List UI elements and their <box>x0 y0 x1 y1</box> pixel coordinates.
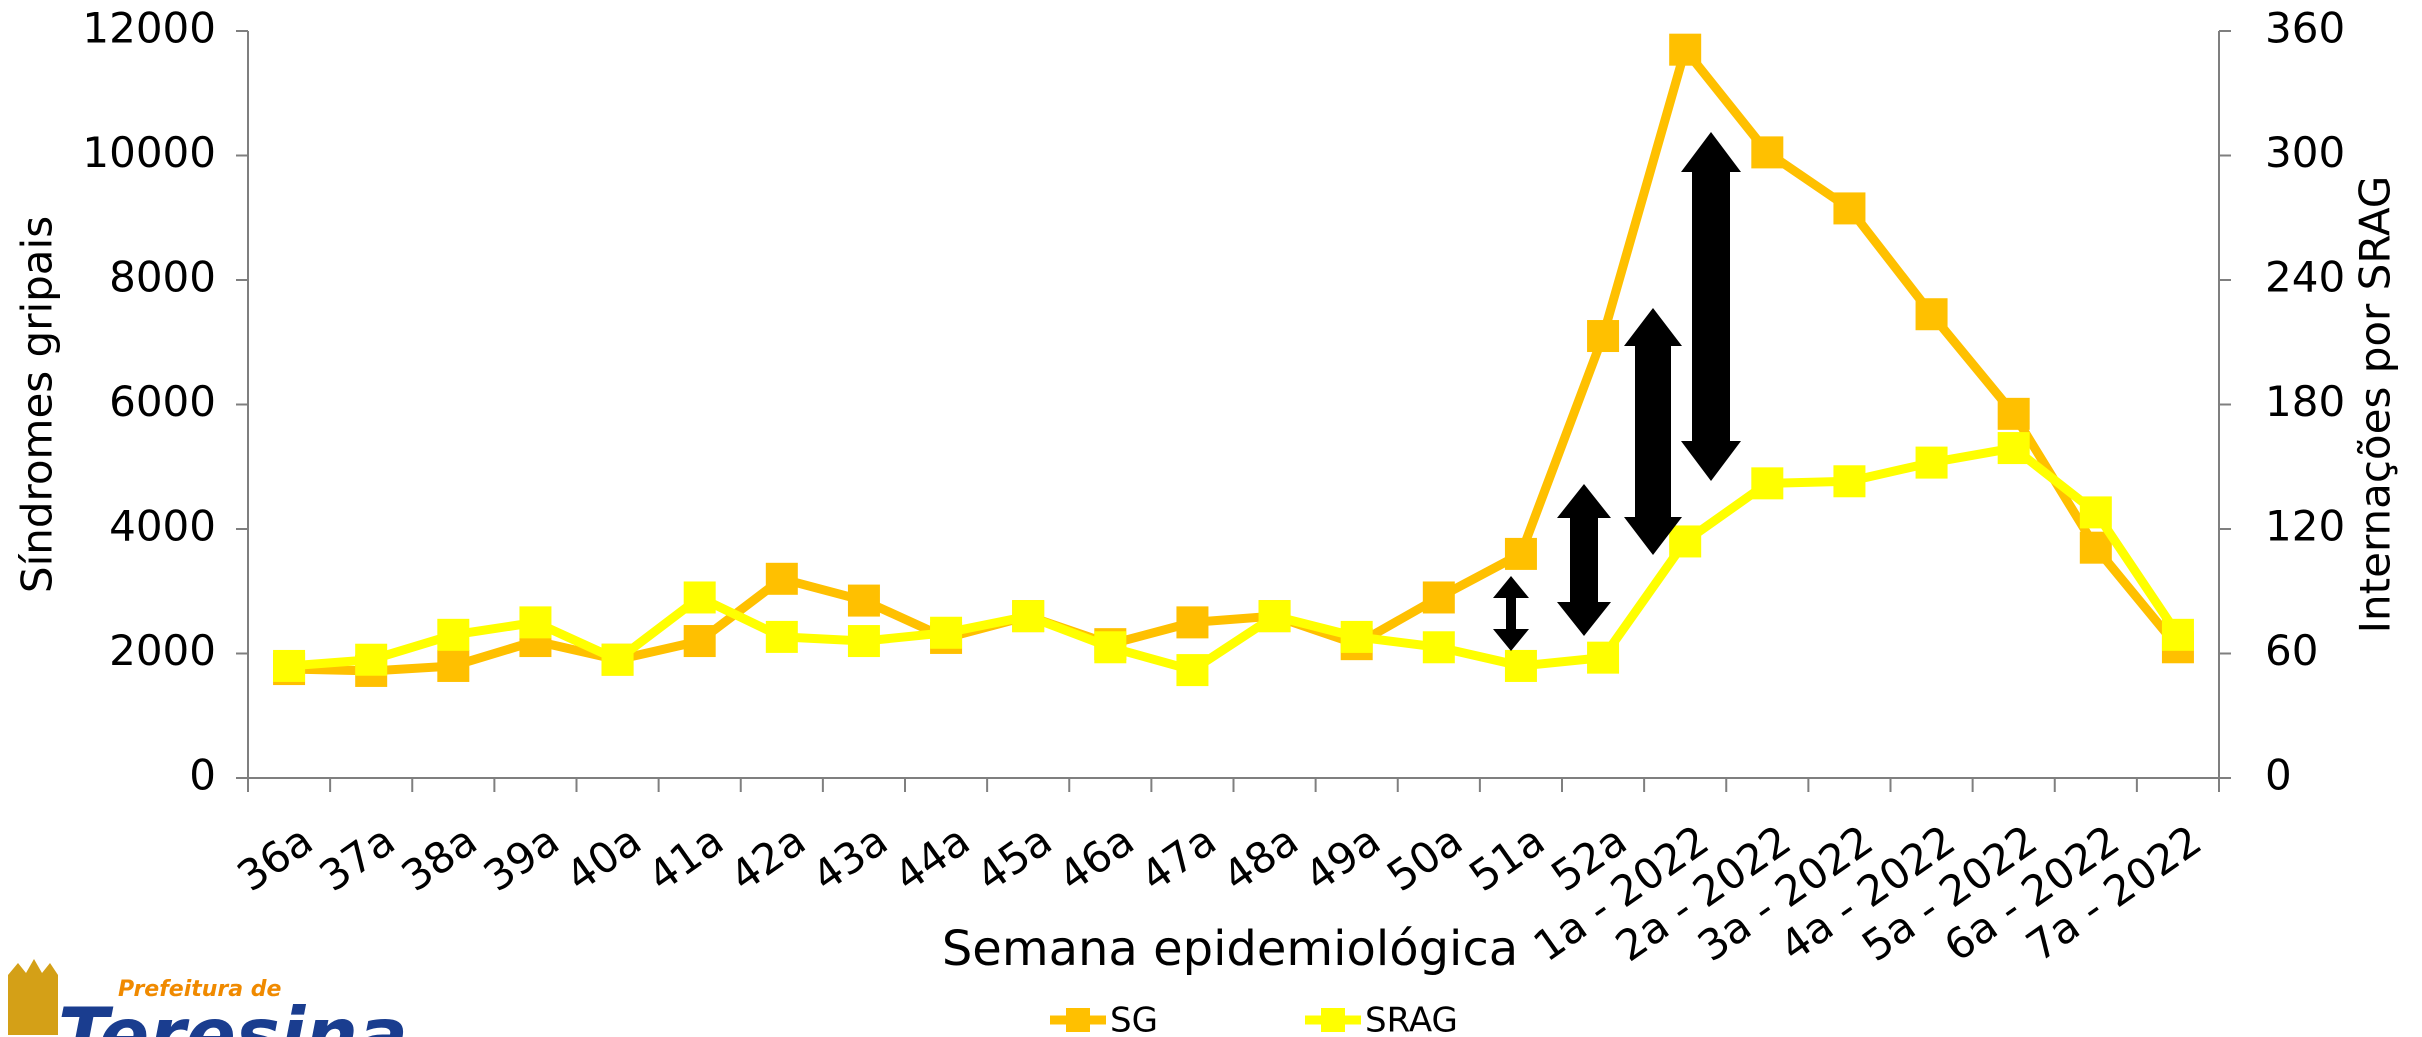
marker <box>683 625 716 658</box>
legend-marker <box>1066 1008 1090 1032</box>
y2-tick-label: 180 <box>2265 377 2345 426</box>
y-tick-label: 10000 <box>82 128 216 177</box>
series-line <box>288 443 2182 675</box>
y2-axis-label: Internações por SRAG <box>2351 176 2400 634</box>
y2-tick-label: 60 <box>2265 626 2318 675</box>
x-tick-label: 36a <box>228 815 321 901</box>
logo-subtitle: Prefeitura de <box>118 977 282 1002</box>
marker <box>1751 467 1784 500</box>
marker <box>1915 446 1948 479</box>
x-tick-label: 38a <box>393 815 486 901</box>
legend-marker <box>1321 1008 1345 1032</box>
marker <box>1340 620 1373 653</box>
y-tick-label: 12000 <box>82 4 216 53</box>
x-tick-label: 43a <box>803 815 896 901</box>
marker <box>519 606 552 639</box>
x-tick-label: 44a <box>885 815 978 901</box>
y-tick-label: 4000 <box>109 502 216 551</box>
marker <box>2079 496 2112 529</box>
arrow <box>1493 576 1529 651</box>
marker <box>1751 136 1784 169</box>
marker <box>1422 631 1455 664</box>
y-tick-label: 0 <box>189 751 216 800</box>
legend-label: SG <box>1110 1001 1158 1037</box>
arrow <box>1681 132 1741 481</box>
annotation-arrows <box>1493 132 1741 651</box>
marker <box>1504 649 1537 682</box>
y-tick-label: 2000 <box>109 626 216 675</box>
marker <box>1012 600 1045 633</box>
marker <box>1258 600 1291 633</box>
legend-label: SRAG <box>1365 1001 1458 1037</box>
marker <box>437 618 470 651</box>
marker <box>930 616 963 649</box>
marker <box>1587 641 1620 674</box>
x-tick-label: 49a <box>1296 815 1389 901</box>
marker <box>1094 631 1127 664</box>
marker <box>437 649 470 682</box>
marker <box>2079 531 2112 564</box>
marker <box>1833 192 1866 225</box>
marker <box>1997 432 2030 465</box>
y2-tick-label: 120 <box>2265 502 2345 551</box>
marker <box>847 625 880 658</box>
marker <box>1504 537 1537 570</box>
marker <box>1997 397 2030 430</box>
x-tick-label: 42a <box>721 815 814 901</box>
logo: Prefeitura de Teresina <box>8 959 408 1037</box>
x-tick-label: 40a <box>557 815 650 901</box>
marker <box>847 584 880 617</box>
x-tick-label: 50a <box>1378 815 1471 901</box>
marker <box>1669 33 1702 66</box>
y-tick-label: 8000 <box>109 253 216 302</box>
y2-tick-label: 240 <box>2265 253 2345 302</box>
marker <box>1669 525 1702 558</box>
x-tick-label: 41a <box>639 815 732 901</box>
x-tick-label: 39a <box>475 815 568 901</box>
x-tick-label: 48a <box>1214 815 1307 901</box>
marker <box>355 643 388 676</box>
x-axis-label: Semana epidemiológica <box>942 921 1518 977</box>
marker <box>765 620 798 653</box>
arrow <box>1624 308 1682 555</box>
x-tick-label: 51a <box>1460 815 1553 901</box>
y-axis-label: Síndromes gripais <box>13 216 62 593</box>
marker <box>1176 654 1209 687</box>
marker <box>683 581 716 614</box>
marker <box>1587 320 1620 353</box>
arrow <box>1557 484 1611 636</box>
y2-tick-label: 0 <box>2265 751 2292 800</box>
y2-tick-label: 360 <box>2265 4 2345 53</box>
x-tick-label: 46a <box>1050 815 1143 901</box>
marker <box>1915 298 1948 331</box>
series-line <box>288 45 2182 676</box>
x-tick-label: 37a <box>311 815 404 901</box>
marker <box>2161 618 2194 651</box>
y2-tick-label: 300 <box>2265 128 2345 177</box>
y-tick-label: 6000 <box>109 377 216 426</box>
x-tick-label: 47a <box>1132 815 1225 901</box>
marker <box>765 562 798 595</box>
marker <box>1176 606 1209 639</box>
marker <box>1422 581 1455 614</box>
x-tick-label: 45a <box>968 815 1061 901</box>
marker <box>273 649 306 682</box>
logo-title: Teresina <box>58 993 408 1037</box>
marker <box>601 643 634 676</box>
logo-crest <box>8 959 58 1035</box>
marker <box>1833 465 1866 498</box>
